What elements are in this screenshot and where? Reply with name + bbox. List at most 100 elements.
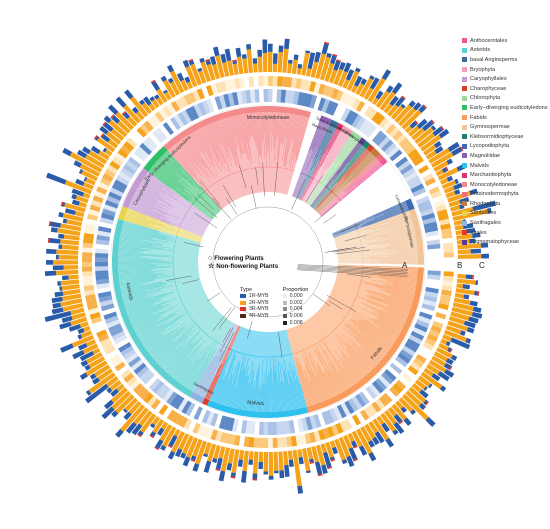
- tree-branch: [121, 230, 175, 243]
- ring-b-cell: [410, 183, 425, 194]
- bar-1r-myb: [345, 69, 355, 81]
- tree-branch: [180, 139, 203, 171]
- ring-c-cell: [183, 418, 193, 430]
- tree-branch: [308, 353, 329, 400]
- ring-b-cell: [272, 421, 278, 435]
- tree-branch: [182, 138, 202, 165]
- tree-branch: [342, 139, 356, 157]
- bar-2r-myb: [452, 208, 488, 222]
- bar-2r-myb: [53, 260, 79, 265]
- bar-2r-myb: [435, 347, 453, 359]
- bar-2r-myb: [159, 424, 173, 442]
- bar-1r-myb: [75, 178, 85, 187]
- ring-b-cell: [136, 365, 150, 378]
- tree-branch: [220, 365, 235, 405]
- bar-2r-myb: [444, 329, 468, 343]
- ring-b-cell: [276, 421, 282, 435]
- clade-legend-label: Anthocerotales: [470, 37, 508, 44]
- ring-c-cell: [162, 105, 173, 117]
- clade-legend-item: Prasinodermophyta: [462, 190, 550, 200]
- tree-branch: [131, 199, 153, 210]
- bar-3r-myb: [449, 348, 453, 353]
- bar-3r-myb: [353, 458, 358, 462]
- tree-branch: [132, 311, 164, 328]
- tree-branch: [221, 373, 233, 405]
- bar-2r-myb: [69, 152, 103, 173]
- inner-branch: [335, 249, 370, 255]
- tree-branch: [123, 222, 159, 233]
- bar-1r-myb: [248, 459, 254, 465]
- tree-branch: [388, 225, 414, 233]
- tree-branch: [165, 152, 183, 171]
- bar-2r-myb: [454, 224, 464, 231]
- bar-2r-myb: [82, 343, 99, 354]
- ring-b-cell: [223, 93, 231, 108]
- bar-1r-myb: [474, 290, 478, 296]
- bar-1r-myb: [154, 94, 160, 100]
- tree-branch: [154, 326, 193, 360]
- ring-b-cell: [162, 121, 175, 136]
- tree-arc: [220, 344, 228, 349]
- tree-branch: [350, 158, 377, 184]
- tree-branch: [122, 223, 160, 234]
- bar-1r-myb: [184, 76, 191, 84]
- bar-2r-myb: [408, 386, 427, 404]
- bar-1r-myb: [55, 254, 59, 260]
- bar-1r-myb: [73, 160, 82, 168]
- bar-2r-myb: [360, 426, 372, 443]
- ring-c-cell: [375, 398, 386, 410]
- ring-b-cell: [103, 204, 118, 213]
- bar-2r-myb: [282, 48, 289, 73]
- bar-2r-myb: [207, 443, 217, 462]
- tree-branch: [135, 321, 156, 333]
- ring-b-cell: [100, 303, 115, 312]
- bar-1r-myb: [57, 281, 62, 286]
- tree-branch: [289, 114, 297, 151]
- bar-2r-myb: [171, 431, 185, 453]
- tree-branch: [353, 325, 389, 352]
- proportion-swatch: [282, 314, 287, 319]
- tree-branch: [156, 160, 179, 181]
- clade-legend-label: Saxifragales: [470, 220, 501, 227]
- ring-c-cell: [335, 90, 344, 102]
- tree-branch: [198, 350, 222, 396]
- bar-2r-myb: [262, 53, 268, 73]
- bar-1r-myb: [439, 385, 447, 392]
- tree-branch: [372, 280, 416, 289]
- bar-2r-myb: [428, 147, 451, 164]
- bar-1r-myb: [54, 291, 64, 298]
- tree-arc: [338, 198, 342, 202]
- bar-2r-myb: [278, 451, 284, 471]
- bar-1r-myb: [395, 96, 405, 108]
- tree-branch: [186, 135, 214, 177]
- tree-branch: [336, 344, 365, 378]
- bar-1r-myb: [400, 103, 406, 109]
- ring-c-cell: [424, 177, 436, 187]
- tree-branch: [136, 189, 156, 200]
- bar-2r-myb: [110, 387, 128, 404]
- type-swatch: [240, 300, 246, 305]
- ring-c-cell: [143, 392, 154, 404]
- tree-branch: [170, 147, 202, 184]
- ring-b-cell: [177, 398, 188, 412]
- bar-2r-myb: [402, 393, 429, 421]
- ring-c-cell: [179, 416, 189, 428]
- tree-branch: [257, 384, 261, 412]
- bar-1r-myb: [368, 440, 375, 448]
- ring-b-cell: [148, 133, 162, 146]
- tree-branch: [185, 136, 207, 169]
- bar-2r-myb: [63, 234, 80, 241]
- tree-branch: [243, 383, 249, 411]
- type-legend-title: Type: [240, 287, 253, 293]
- ring-b-cell: [133, 149, 147, 162]
- tree-branch: [128, 298, 176, 318]
- bar-1r-myb: [433, 140, 442, 149]
- bar-2r-myb: [84, 154, 105, 169]
- bar-1r-myb: [90, 145, 101, 155]
- proportion-legend-label: 0.008: [289, 319, 303, 326]
- tree-branch: [152, 341, 173, 359]
- tree-branch: [284, 114, 296, 168]
- bar-2r-myb: [287, 63, 293, 74]
- bar-2r-myb: [364, 423, 376, 440]
- ring-b-cell: [420, 208, 434, 217]
